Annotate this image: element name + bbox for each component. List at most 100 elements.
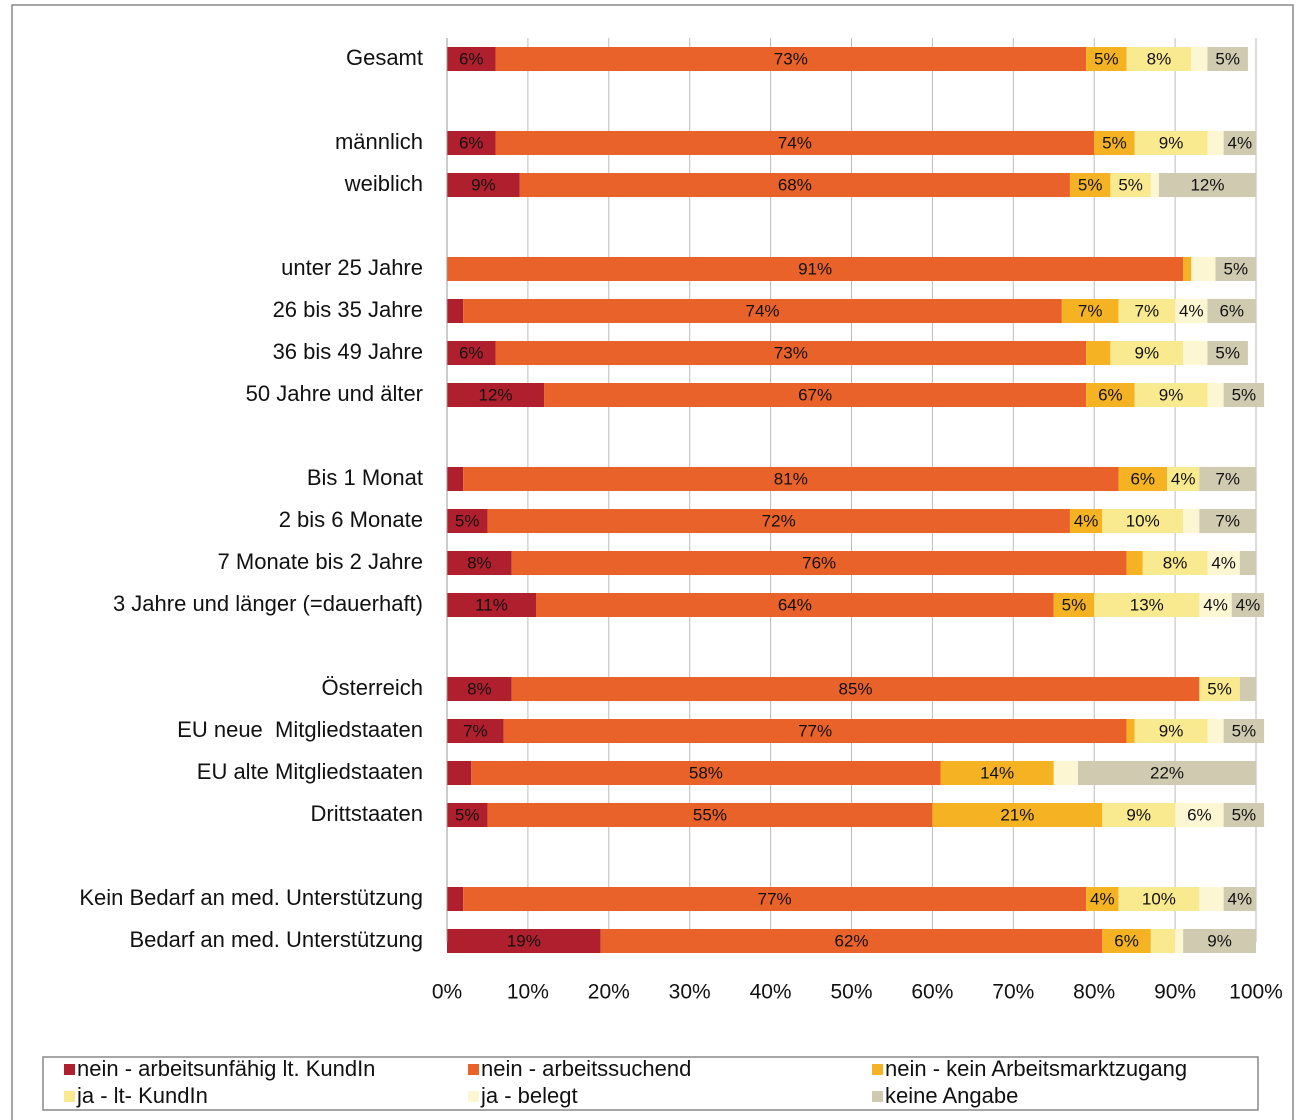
- data-label: 4%: [1074, 511, 1099, 530]
- bar-segment: [447, 47, 496, 71]
- legend-label: nein - kein Arbeitsmarktzugang: [885, 1056, 1187, 1081]
- data-label: 5%: [1232, 721, 1257, 740]
- bar-segment: [1094, 131, 1135, 155]
- x-tick-label: 0%: [432, 981, 462, 1004]
- data-label: 5%: [1094, 49, 1119, 68]
- legend-swatch: [872, 1064, 883, 1075]
- data-label: 77%: [758, 889, 792, 908]
- data-label: 5%: [1215, 49, 1240, 68]
- y-tick-label: unter 25 Jahre: [281, 255, 423, 280]
- data-label: 4%: [1228, 133, 1253, 152]
- data-label: 4%: [1179, 301, 1204, 320]
- data-label: 10%: [1142, 889, 1176, 908]
- bar-segment: [1167, 467, 1200, 491]
- data-label: 22%: [1150, 763, 1184, 782]
- bar-segment: [447, 719, 504, 743]
- data-label: 12%: [1190, 175, 1224, 194]
- data-label: 62%: [834, 931, 868, 950]
- x-tick-label: 30%: [669, 981, 711, 1004]
- data-label: 73%: [774, 343, 808, 362]
- data-label: 5%: [455, 805, 480, 824]
- bar-segment: [447, 887, 464, 911]
- data-label: 74%: [778, 133, 812, 152]
- y-tick-label: 26 bis 35 Jahre: [273, 297, 423, 322]
- data-label: 72%: [762, 511, 796, 530]
- bar-segment: [463, 887, 1087, 911]
- bar-segment: [1142, 551, 1208, 575]
- data-label: 67%: [798, 385, 832, 404]
- data-label: 7%: [1215, 511, 1240, 530]
- data-label: 5%: [1062, 595, 1087, 614]
- data-label: 5%: [1207, 679, 1232, 698]
- bar-segment: [1061, 299, 1119, 323]
- y-tick-label: 50 Jahre und älter: [246, 381, 423, 406]
- bar-segment: [1118, 467, 1168, 491]
- bar-segment: [1199, 593, 1232, 617]
- y-tick-label: männlich: [335, 129, 423, 154]
- bar-segment: [1223, 383, 1265, 407]
- bar-segment: [1215, 257, 1256, 281]
- bar-segment: [1134, 131, 1208, 155]
- data-label: 9%: [1159, 133, 1184, 152]
- data-label: 5%: [1215, 343, 1240, 362]
- bar-segment: [1199, 509, 1256, 533]
- legend-swatch: [468, 1064, 479, 1075]
- bar-segment: [447, 509, 488, 533]
- data-label: 4%: [1171, 469, 1196, 488]
- data-label: 76%: [802, 553, 836, 572]
- bar-segment: [1183, 509, 1200, 533]
- bar-segment: [1239, 677, 1256, 701]
- bar-segment: [463, 467, 1119, 491]
- x-tick-label: 10%: [507, 981, 549, 1004]
- bar-segment: [447, 299, 464, 323]
- bar-segment: [447, 131, 496, 155]
- data-label: 9%: [1126, 805, 1151, 824]
- data-label: 6%: [1130, 469, 1155, 488]
- bar-segment: [1069, 173, 1111, 197]
- bar-segment: [447, 551, 512, 575]
- bar-segment: [1207, 341, 1248, 365]
- data-label: 19%: [507, 931, 541, 950]
- bar-segment: [1118, 887, 1200, 911]
- bar-segment: [1223, 131, 1256, 155]
- bar-segment: [1207, 551, 1240, 575]
- bar-segment: [447, 383, 545, 407]
- bar-segment: [1231, 593, 1265, 617]
- data-label: 4%: [1228, 889, 1253, 908]
- data-label: 5%: [1118, 175, 1143, 194]
- data-label: 6%: [459, 49, 484, 68]
- data-label: 4%: [1211, 553, 1236, 572]
- data-label: 9%: [1207, 931, 1232, 950]
- x-tick-label: 90%: [1154, 981, 1196, 1004]
- bar-segment: [544, 383, 1087, 407]
- bar-segment: [495, 131, 1095, 155]
- bar-segment: [1086, 887, 1119, 911]
- bar-segment: [1126, 719, 1135, 743]
- data-label: 9%: [1134, 343, 1159, 362]
- data-label: 8%: [467, 679, 492, 698]
- bar-segment: [535, 593, 1054, 617]
- data-label: 21%: [1000, 805, 1034, 824]
- x-tick-label: 40%: [750, 981, 792, 1004]
- data-label: 11%: [475, 595, 508, 614]
- legend-swatch: [468, 1091, 479, 1102]
- bar-segment: [447, 677, 512, 701]
- bar-segment: [447, 173, 520, 197]
- y-tick-label: Kein Bedarf an med. Unterstützung: [79, 885, 423, 910]
- data-label: 6%: [1114, 931, 1139, 950]
- bar-segment: [1183, 929, 1256, 953]
- x-tick-label: 60%: [911, 981, 953, 1004]
- bar-segment: [503, 719, 1127, 743]
- bar-segment: [511, 677, 1200, 701]
- bar-segment: [1207, 383, 1224, 407]
- data-label: 77%: [798, 721, 832, 740]
- data-label: 9%: [1159, 385, 1184, 404]
- legend-label: ja - belegt: [480, 1083, 578, 1108]
- bar-segment: [1102, 803, 1176, 827]
- y-tick-label: 2 bis 6 Monate: [279, 507, 423, 532]
- data-label: 4%: [1203, 595, 1228, 614]
- bar-segment: [495, 47, 1087, 71]
- data-label: 8%: [1163, 553, 1188, 572]
- y-tick-label: 3 Jahre und länger (=dauerhaft): [113, 591, 423, 616]
